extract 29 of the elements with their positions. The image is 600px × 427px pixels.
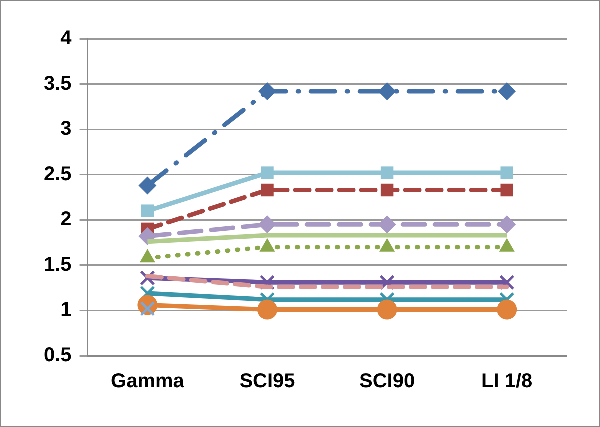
- point: [498, 82, 516, 101]
- point: [380, 184, 394, 197]
- point: [497, 300, 518, 320]
- y-tick-label: 4: [60, 28, 73, 50]
- y-tick-label: 0.5: [44, 344, 72, 367]
- x-tick-label: SCI95: [240, 370, 296, 393]
- point: [380, 166, 394, 180]
- x-tick-label: LI 1/8: [482, 370, 533, 393]
- y-tick-label: 2.5: [44, 163, 72, 186]
- point: [258, 82, 276, 101]
- point: [500, 184, 514, 197]
- y-tick-label: 1: [60, 299, 72, 322]
- point: [141, 204, 154, 218]
- y-tick-label: 3.5: [44, 72, 72, 95]
- y-tick-label: 1.5: [44, 254, 72, 276]
- point: [258, 216, 276, 234]
- point: [261, 166, 274, 180]
- point: [378, 82, 396, 101]
- x-tick-label: SCI90: [360, 370, 416, 393]
- point: [378, 216, 396, 234]
- y-tick-label: 3: [60, 118, 72, 140]
- point: [498, 216, 516, 234]
- point: [261, 184, 274, 197]
- point: [138, 176, 157, 195]
- y-tick-label: 2: [60, 208, 72, 231]
- point: [500, 166, 514, 180]
- point: [258, 300, 278, 320]
- point: [377, 300, 398, 320]
- x-tick-label: Gamma: [111, 370, 186, 393]
